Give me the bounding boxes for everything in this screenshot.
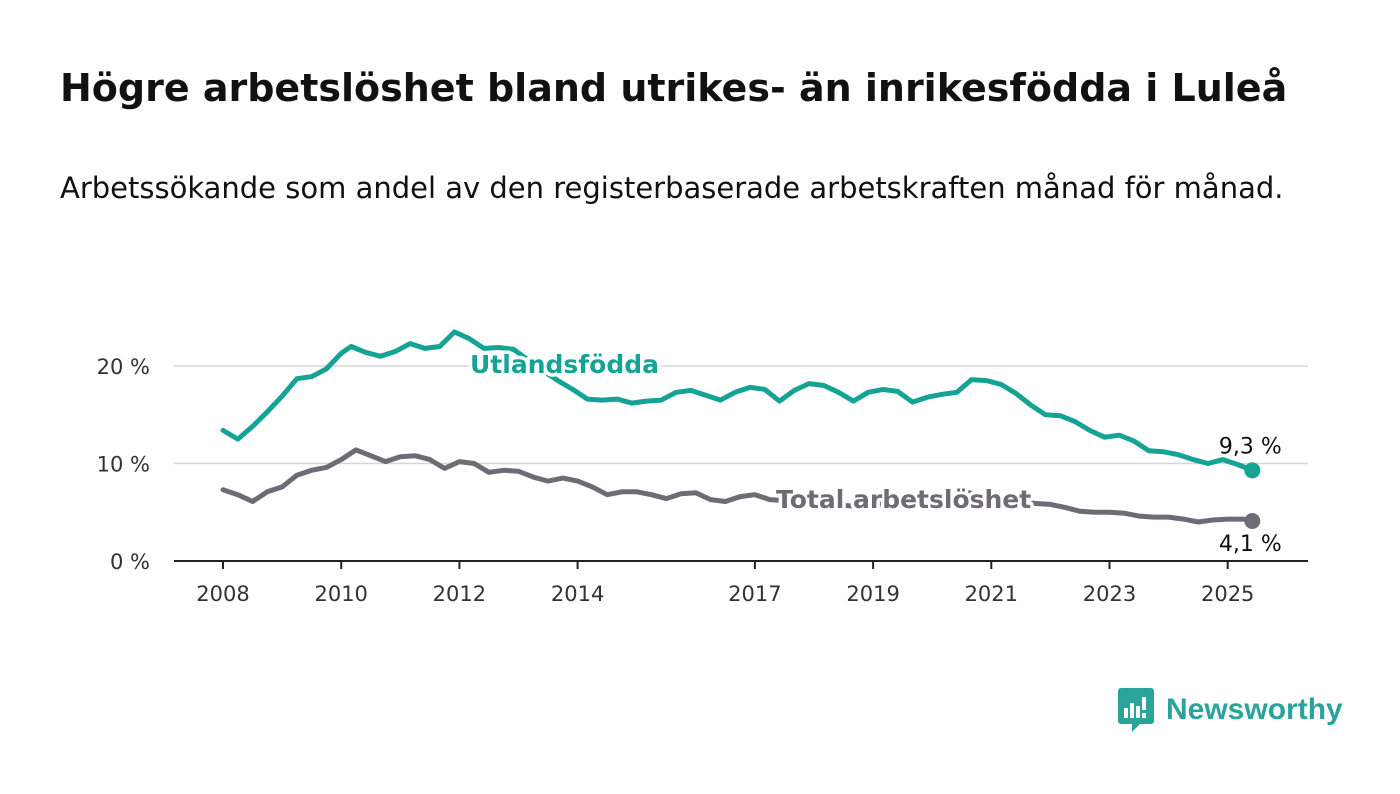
newsworthy-logo: Newsworthy (1118, 688, 1343, 732)
x-tick-label: 2010 (314, 582, 367, 606)
series-line-utlandsfodda (220, 329, 1255, 473)
series-name-label: Utlandsfödda (470, 350, 659, 379)
chart-subtitle: Arbetssökande som andel av den registerb… (60, 171, 1284, 205)
y-tick-label: 10 % (97, 453, 150, 477)
newsworthy-logo-icon (1118, 688, 1154, 732)
x-tick-label: 2025 (1201, 582, 1254, 606)
x-tick-label: 2019 (846, 582, 899, 606)
series-name-label: Total arbetslöshet (776, 485, 1031, 514)
newsworthy-logo-text: Newsworthy (1166, 693, 1343, 726)
series-end-label: 9,3 % (1219, 434, 1282, 459)
chart-title: Högre arbetslöshet bland utrikes- än inr… (60, 66, 1288, 110)
x-tick-label: 2014 (551, 582, 604, 606)
series-end-point (1244, 513, 1261, 530)
x-tick-label: 2017 (728, 582, 781, 606)
series-end-point (1244, 462, 1261, 479)
y-tick-label: 20 % (97, 355, 150, 379)
x-tick-label: 2008 (196, 582, 249, 606)
series-line-total (220, 447, 1255, 525)
series-end-label: 4,1 % (1219, 532, 1282, 557)
x-tick-label: 2012 (433, 582, 486, 606)
y-tick-label: 0 % (110, 550, 150, 574)
x-tick-label: 2021 (965, 582, 1018, 606)
x-tick-label: 2023 (1083, 582, 1136, 606)
